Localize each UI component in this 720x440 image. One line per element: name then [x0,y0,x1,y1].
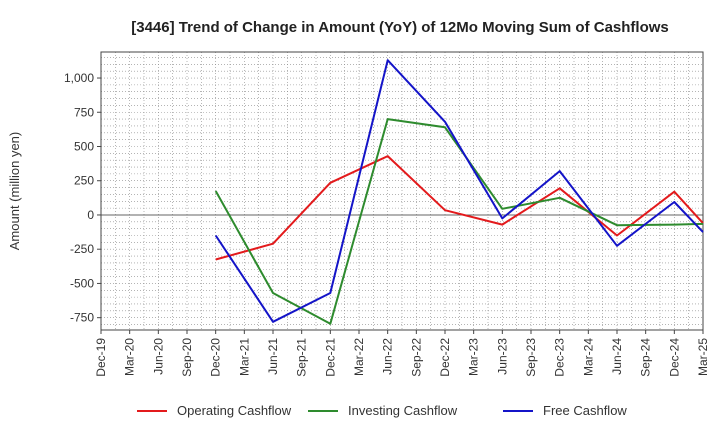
x-tick-label: Sep-21 [295,338,309,377]
x-tick-label: Mar-21 [237,338,251,376]
y-tick-label: 1,000 [64,71,94,85]
x-tick-label: Dec-21 [323,338,337,377]
x-tick-label: Mar-24 [581,338,595,376]
x-tick-label: Mar-22 [352,338,366,376]
y-tick-label: 750 [74,105,94,119]
x-tick-label: Sep-24 [639,338,653,377]
x-tick-label: Dec-20 [209,338,223,377]
x-tick-label: Dec-19 [94,338,108,377]
x-tick-label: Jun-21 [266,338,280,375]
legend: Operating Cashflow Investing Cashflow Free… [137,403,627,418]
plot-area: -750 -500 -250 0 250 500 750 1,000 Dec-19 Mar-20 J… [64,51,710,377]
y-axis-label: Amount (million yen) [7,132,22,251]
y-tick-label: 0 [87,208,94,222]
y-tick-label: -750 [70,311,94,325]
series-line-free-cashflow [214,59,704,323]
x-tick-label: Sep-23 [524,338,538,377]
x-tick-label: Dec-24 [667,338,681,377]
y-tick-label: 500 [74,139,94,153]
x-tick-label: Mar-25 [696,338,710,376]
y-tick-label: 250 [74,174,94,188]
y-tick-label: -500 [70,276,94,290]
legend-label-investing-cashflow: Investing Cashflow [348,403,458,418]
x-tick-label: Dec-23 [553,338,567,377]
legend-label-free-cashflow: Free Cashflow [543,403,627,418]
x-tick-label: Jun-23 [495,338,509,375]
x-tick-label: Mar-23 [467,338,481,376]
y-tick-label: -250 [70,242,94,256]
series-line-operating-cashflow [215,155,704,261]
plot-frame [100,51,704,331]
x-tick-label: Jun-22 [381,338,395,375]
x-tick-label: Jun-20 [151,338,165,375]
x-tick-label: Sep-20 [180,338,194,377]
legend-label-operating-cashflow: Operating Cashflow [177,403,292,418]
chart-title: [3446] Trend of Change in Amount (YoY) o… [131,19,669,36]
x-tick-label: Sep-22 [409,338,423,377]
x-tick-label: Dec-22 [438,338,452,377]
x-tick-label: Jun-24 [610,338,624,375]
x-tick-label: Mar-20 [123,338,137,376]
